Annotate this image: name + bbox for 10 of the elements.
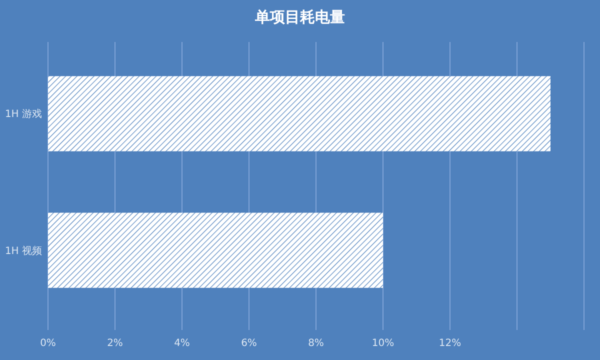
x-tick-label: 4% <box>174 338 190 349</box>
x-tick-label: 2% <box>107 338 123 349</box>
chart-title: 单项目耗电量 <box>254 8 345 26</box>
x-tick-label: 10% <box>372 338 394 349</box>
x-tick-label: 0% <box>40 338 56 349</box>
x-tick-label: 6% <box>241 338 257 349</box>
x-tick-label: 8% <box>308 338 324 349</box>
y-tick-label: 1H 游戏 <box>4 108 42 120</box>
y-tick-label: 1H 视频 <box>4 244 42 257</box>
x-tick-label: 12% <box>438 338 462 349</box>
